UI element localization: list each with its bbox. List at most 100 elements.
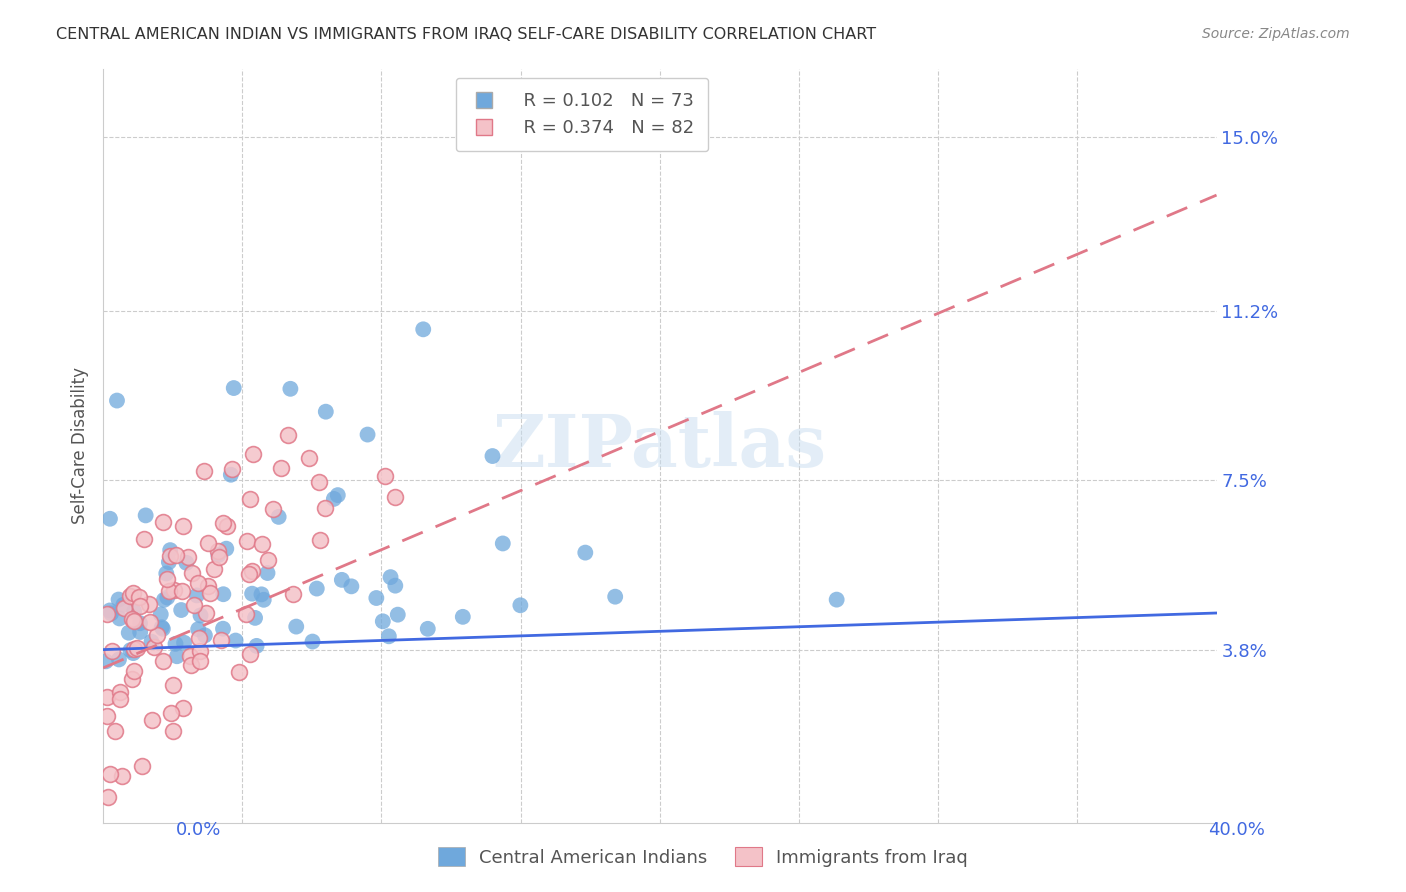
Point [256, 566, 278, 580]
Point [240, 587, 263, 601]
Point [98, 603, 121, 617]
Point [188, 644, 211, 658]
Point [122, 664, 145, 678]
Point [322, 491, 344, 506]
Point [112, 598, 135, 612]
Point [225, 633, 247, 648]
Point [193, 465, 215, 479]
Point [121, 672, 143, 686]
Point [305, 582, 328, 596]
Point [122, 586, 145, 600]
Point [301, 634, 323, 648]
Point [94, 654, 117, 668]
Point [129, 599, 152, 614]
Point [134, 532, 156, 546]
Point [492, 536, 515, 550]
Point [239, 648, 262, 662]
Point [121, 612, 143, 626]
Point [202, 562, 225, 576]
Point [371, 615, 394, 629]
Point [98, 512, 121, 526]
Point [96, 607, 118, 622]
Point [825, 592, 848, 607]
Point [281, 586, 304, 600]
Point [176, 556, 198, 570]
Point [280, 382, 302, 396]
Point [105, 393, 128, 408]
Point [122, 615, 145, 629]
Point [172, 518, 194, 533]
Point [215, 541, 238, 556]
Point [100, 644, 122, 658]
Text: 0.0%: 0.0% [176, 821, 221, 838]
Point [160, 706, 183, 720]
Point [179, 648, 201, 663]
Point [163, 583, 186, 598]
Point [267, 509, 290, 524]
Point [188, 632, 211, 646]
Point [250, 587, 273, 601]
Point [187, 622, 209, 636]
Point [118, 589, 141, 603]
Text: 40.0%: 40.0% [1209, 821, 1265, 838]
Point [98, 766, 121, 780]
Point [194, 607, 217, 621]
Point [384, 490, 406, 504]
Point [120, 643, 142, 657]
Point [215, 518, 238, 533]
Point [141, 634, 163, 648]
Point [242, 447, 264, 461]
Point [138, 615, 160, 630]
Point [197, 579, 219, 593]
Point [384, 579, 406, 593]
Point [172, 583, 194, 598]
Point [315, 405, 337, 419]
Point [240, 564, 263, 578]
Point [285, 619, 308, 633]
Point [250, 537, 273, 551]
Point [277, 427, 299, 442]
Point [412, 322, 434, 336]
Point [262, 502, 284, 516]
Point [326, 488, 349, 502]
Point [451, 610, 474, 624]
Point [366, 591, 388, 605]
Point [152, 515, 174, 529]
Point [173, 636, 195, 650]
Point [340, 579, 363, 593]
Point [387, 607, 409, 622]
Point [157, 584, 180, 599]
Point [356, 427, 378, 442]
Point [146, 628, 169, 642]
Point [177, 549, 200, 564]
Point [131, 759, 153, 773]
Point [481, 449, 503, 463]
Point [194, 628, 217, 642]
Point [97, 790, 120, 805]
Point [198, 585, 221, 599]
Point [253, 592, 276, 607]
Point [152, 622, 174, 636]
Point [152, 654, 174, 668]
Point [190, 608, 212, 623]
Point [122, 646, 145, 660]
Point [112, 600, 135, 615]
Point [208, 550, 231, 565]
Point [188, 654, 211, 668]
Point [238, 566, 260, 581]
Point [297, 450, 319, 465]
Point [416, 622, 439, 636]
Point [235, 607, 257, 622]
Point [221, 462, 243, 476]
Point [165, 637, 187, 651]
Point [314, 501, 336, 516]
Point [128, 590, 150, 604]
Point [605, 590, 627, 604]
Point [239, 492, 262, 507]
Point [150, 620, 173, 634]
Point [122, 604, 145, 618]
Point [374, 469, 396, 483]
Point [245, 639, 267, 653]
Point [108, 611, 131, 625]
Point [574, 546, 596, 560]
